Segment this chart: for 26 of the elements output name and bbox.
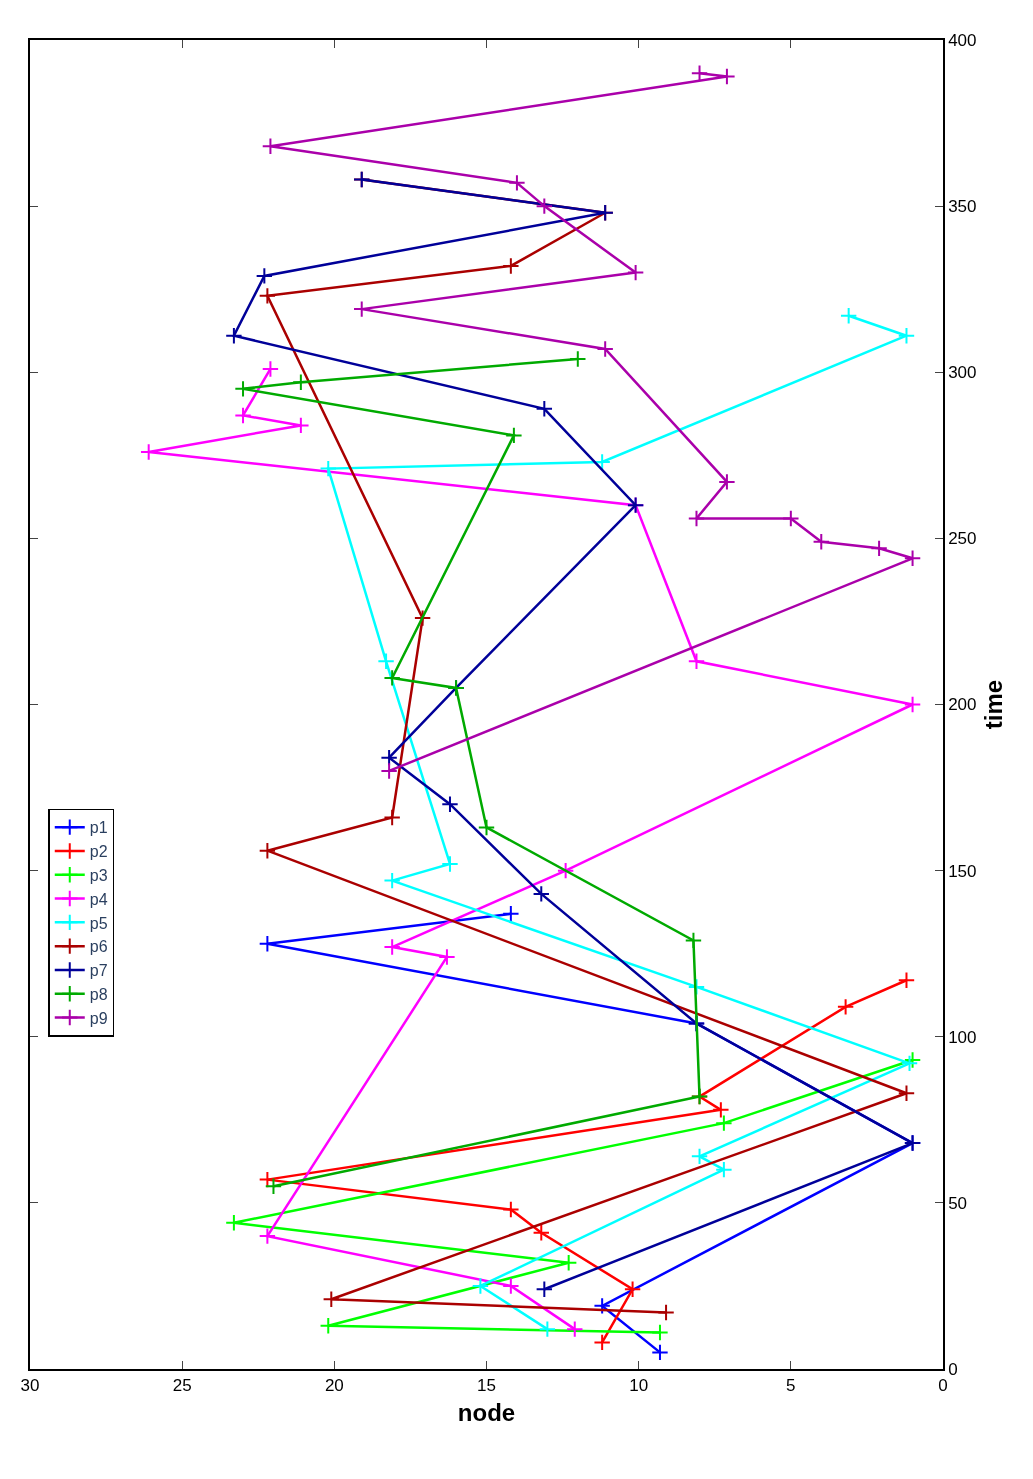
y-tick-label: 150 bbox=[948, 861, 977, 881]
y-tick-label: 200 bbox=[948, 695, 977, 715]
legend-label: p9 bbox=[89, 1009, 108, 1027]
legend-label: p5 bbox=[89, 914, 108, 932]
y-tick-label: 350 bbox=[948, 197, 977, 217]
legend-label: p7 bbox=[89, 962, 108, 980]
x-tick-label: 15 bbox=[477, 1376, 496, 1396]
y-tick-label: 400 bbox=[948, 30, 977, 50]
legend-label: p1 bbox=[89, 819, 108, 837]
y-tick-label: 250 bbox=[948, 529, 977, 549]
y-axis-title: time bbox=[980, 679, 1008, 730]
legend-label: p4 bbox=[89, 890, 108, 908]
y-tick-label: 50 bbox=[948, 1193, 968, 1213]
legend-label: p3 bbox=[89, 866, 108, 884]
legend-label: p8 bbox=[89, 985, 108, 1003]
y-tick-label: 300 bbox=[948, 363, 977, 383]
y-tick-label: 0 bbox=[948, 1359, 958, 1379]
x-tick-label: 20 bbox=[324, 1376, 344, 1396]
y-tick-label: 100 bbox=[948, 1027, 977, 1047]
x-tick-label: 10 bbox=[629, 1376, 649, 1396]
x-tick-label: 5 bbox=[786, 1376, 796, 1396]
x-tick-label: 25 bbox=[172, 1376, 192, 1396]
legend-label: p6 bbox=[89, 938, 108, 956]
x-axis-title: node bbox=[457, 1398, 516, 1426]
x-tick-label: 30 bbox=[20, 1376, 40, 1396]
legend-label: p2 bbox=[89, 843, 108, 861]
